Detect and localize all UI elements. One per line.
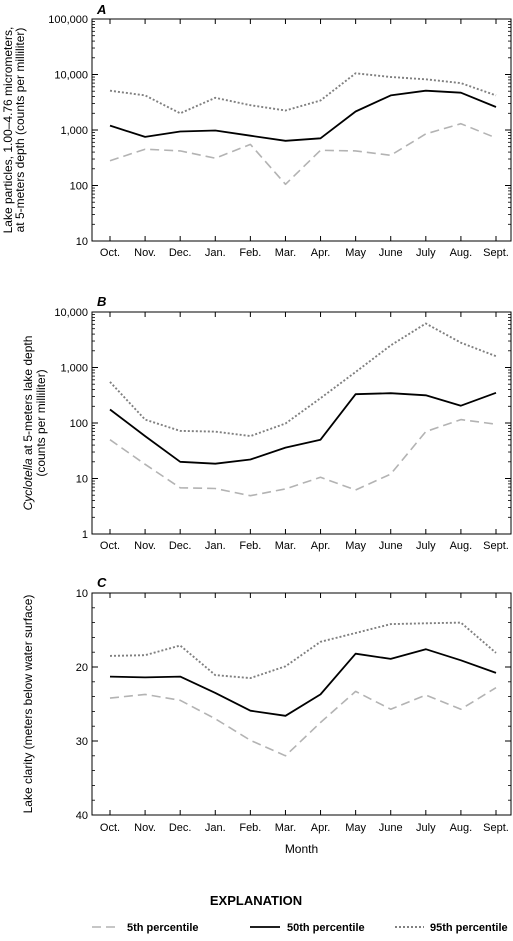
chart-panel-b: B 1 10 100 1,000 10,000 Oct. Nov. Dec. Jan. Feb. Ma… [21,294,512,552]
x-tick-label: Apr. [311,822,331,834]
y-tick-label: 10,000 [54,307,88,319]
series-line-p5 [109,418,497,497]
x-tick-label: May [345,822,366,834]
x-tick-label: Oct. [100,540,120,552]
y-axis-label: at 5-meters depth (counts per milliliter… [13,28,27,233]
legend: EXPLANATION 5th percentile 50th percentile… [92,893,508,934]
x-tick-label: July [416,822,436,834]
panel-label: C [97,575,107,590]
y-tick-label: 40 [76,810,88,822]
y-tick-label: 1,000 [60,125,88,137]
x-tick-label: May [345,247,366,259]
y-tick-label: 20 [76,662,88,674]
x-tick-label: Aug. [450,247,473,259]
y-axis-label: Cyclotella at 5-meters lake depth [21,336,35,511]
y-tick-label: 10,000 [54,70,88,82]
legend-label-p5: 5th percentile [127,922,199,934]
x-tick-label: Mar. [275,247,296,259]
x-tick-label: Sept. [483,540,509,552]
plot-frame [91,18,512,242]
x-tick-label: Feb. [239,822,261,834]
x-tick-label: Aug. [450,540,473,552]
x-tick-label: July [416,540,436,552]
x-tick-label: Jan. [205,822,226,834]
y-tick-label: 1,000 [60,363,88,375]
x-tick-label: Dec. [169,540,192,552]
x-tick-label: June [379,540,403,552]
x-tick-label: Apr. [311,540,331,552]
x-tick-label: Aug. [450,822,473,834]
legend-label-p50: 50th percentile [287,922,365,934]
x-tick-label: Nov. [134,247,156,259]
series-line-p5 [109,687,497,757]
y-tick-label: 10 [76,474,88,486]
y-axis-label: Lake particles, 1.00–4.76 micrometers, [1,27,15,234]
y-axis-label: Lake clarity (meters below water surface… [21,595,35,814]
y-tick-label: 1 [82,529,88,541]
series-line-p50 [109,648,497,717]
series-line-p95 [109,621,497,680]
x-tick-label: Nov. [134,540,156,552]
y-tick-label: 30 [76,736,88,748]
x-tick-label: July [416,247,436,259]
y-axis-label-rest: at 5-meters lake depth [21,336,35,455]
panel-label: B [97,294,106,309]
x-tick-label: May [345,540,366,552]
x-tick-label: June [379,247,403,259]
x-tick-label: Apr. [311,247,331,259]
x-tick-label: Mar. [275,540,296,552]
chart-panel-c: C 10 20 30 40 Oct. Nov. Dec. Jan. Feb. Mar. Apr. May… [21,575,512,856]
x-tick-label: Dec. [169,247,192,259]
y-tick-label: 10 [76,236,88,248]
x-tick-label: Jan. [205,247,226,259]
y-tick-label: 100 [70,181,88,193]
series-line-p50 [109,391,497,465]
y-tick-label: 100 [70,418,88,430]
x-tick-label: Oct. [100,822,120,834]
x-axis-label: Month [285,842,318,856]
y-axis-label: (counts per milliliter) [34,369,48,476]
y-axis-label-italic: Cyclotella [21,455,35,510]
x-tick-label: Oct. [100,247,120,259]
legend-label-p95: 95th percentile [430,922,508,934]
series-line-p95 [109,322,497,438]
x-tick-label: Jan. [205,540,226,552]
series-line-p5 [109,122,497,186]
chart-panel-a: A 10 100 1,000 10,000 100,000 Oct. Nov. Dec. Jan.… [1,2,512,259]
x-tick-label: Feb. [239,540,261,552]
x-tick-label: Mar. [275,822,296,834]
y-tick-label: 10 [76,588,88,600]
x-tick-label: Nov. [134,822,156,834]
x-tick-label: Dec. [169,822,192,834]
plot-frame [91,592,512,816]
panel-label: A [96,2,106,17]
x-tick-label: Sept. [483,822,509,834]
x-tick-label: Sept. [483,247,509,259]
series-line-p95 [109,72,497,115]
x-tick-label: Feb. [239,247,261,259]
legend-title: EXPLANATION [210,893,302,908]
y-tick-label: 100,000 [48,14,88,26]
series-line-p50 [109,89,497,142]
x-tick-label: June [379,822,403,834]
